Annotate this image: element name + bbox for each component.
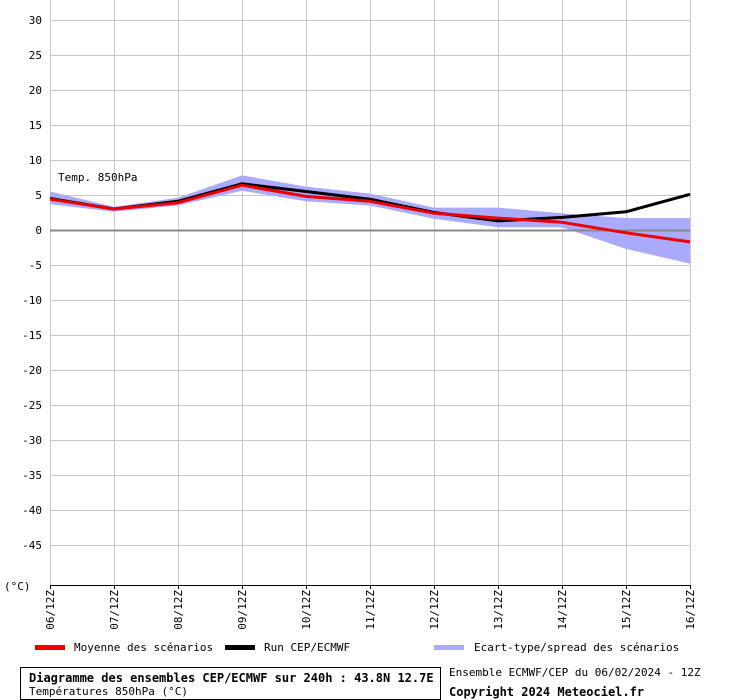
x-tick-label: 16/12Z [684, 590, 697, 630]
y-tick-label: -25 [22, 399, 42, 412]
y-tick-label: 15 [29, 119, 42, 132]
x-tick-label: 06/12Z [44, 590, 57, 630]
x-tick-label: 07/12Z [108, 590, 121, 630]
footer-run-info: Ensemble ECMWF/CEP du 06/02/2024 - 12Z [449, 666, 701, 679]
y-tick-label: -5 [29, 259, 42, 272]
unit-label: (°C) [4, 580, 31, 593]
y-tick-label: -20 [22, 364, 42, 377]
x-tick-label: 08/12Z [172, 590, 185, 630]
y-tick-label: 20 [29, 84, 42, 97]
y-tick-label: 30 [29, 14, 42, 27]
footer: Diagramme des ensembles CEP/ECMWF sur 24… [20, 666, 701, 700]
x-tick-label: 09/12Z [236, 590, 249, 630]
legend-label-mean: Moyenne des scénarios [74, 641, 213, 654]
x-tick-label: 11/12Z [364, 590, 377, 630]
y-tick-label: -30 [22, 434, 42, 447]
footer-title: Diagramme des ensembles CEP/ECMWF sur 24… [29, 671, 434, 685]
legend-swatch-mean [35, 645, 65, 650]
footer-box [20, 667, 441, 700]
panel-label: Temp. 850hPa [58, 171, 137, 184]
x-tick-label: 13/12Z [492, 590, 505, 630]
y-tick-label: -10 [22, 294, 42, 307]
y-tick-label: 0 [35, 224, 42, 237]
y-tick-label: 25 [29, 49, 42, 62]
x-tick-label: 10/12Z [300, 590, 313, 630]
y-tick-label: -40 [22, 504, 42, 517]
legend-label-spread: Ecart-type/spread des scénarios [474, 641, 679, 654]
y-tick-label: 5 [35, 189, 42, 202]
spread-band-layer [50, 175, 690, 264]
spread-band [50, 175, 690, 264]
y-tick-label: -45 [22, 539, 42, 552]
legend: Moyenne des scénarios Run CEP/ECMWF Ecar… [35, 641, 679, 654]
y-tick-labels: 30 25 20 15 10 5 0 -5 -10 -15 -20 -25 -30 -35 -40 -45 [22, 14, 42, 552]
x-tick-labels: 06/12Z 07/12Z 08/12Z 09/12Z 10/12Z 11/12Z 12/1… [44, 590, 697, 630]
y-tick-label: -15 [22, 329, 42, 342]
y-tick-label: 10 [29, 154, 42, 167]
footer-subtitle: Températures 850hPa (°C) [29, 685, 188, 698]
legend-swatch-run [225, 645, 255, 650]
grid [50, 0, 691, 589]
legend-swatch-spread [434, 645, 464, 650]
series-line-mean [49, 183, 691, 244]
legend-label-run: Run CEP/ECMWF [264, 641, 350, 654]
y-tick-label: -35 [22, 469, 42, 482]
footer-copyright: Copyright 2024 Meteociel.fr [449, 685, 644, 699]
x-tick-label: 12/12Z [428, 590, 441, 630]
x-tick-label: 15/12Z [620, 590, 633, 630]
series-lines [49, 182, 691, 244]
x-tick-label: 14/12Z [556, 590, 569, 630]
